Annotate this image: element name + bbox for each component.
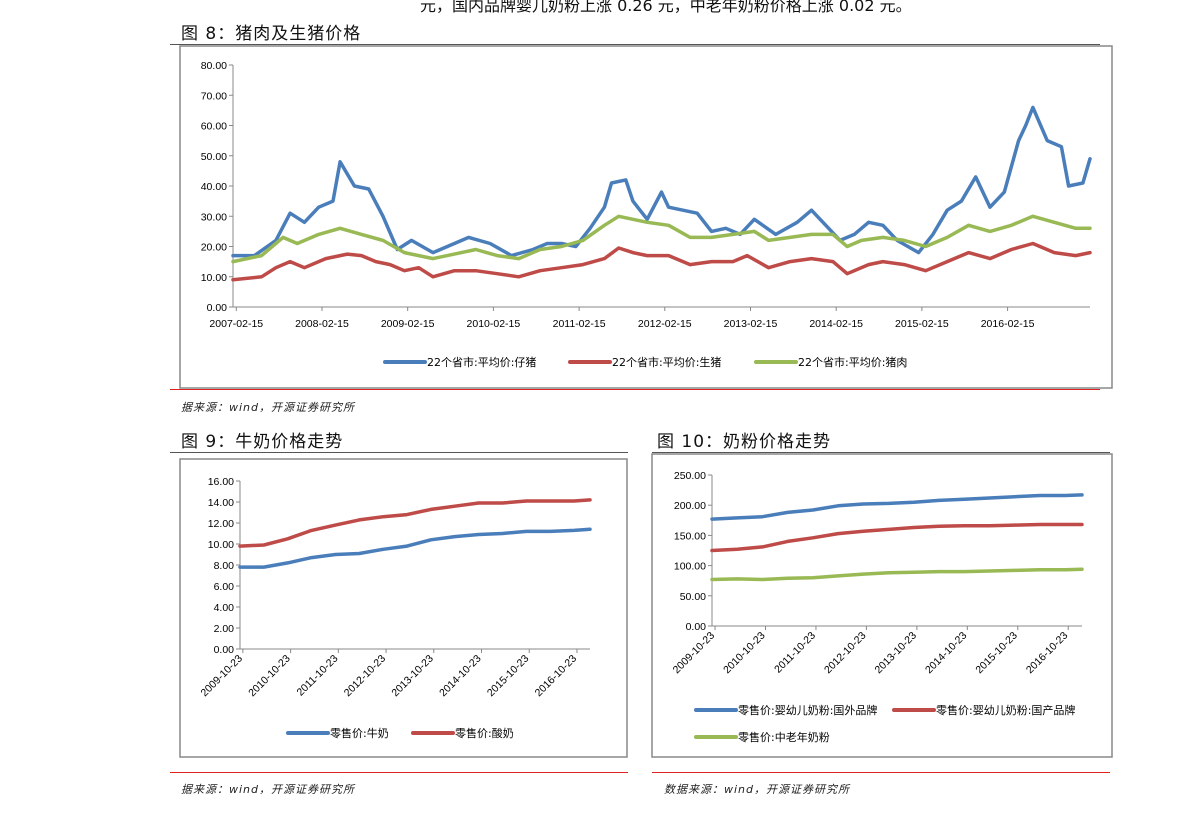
y-tick-label: 0.00 xyxy=(214,644,235,656)
y-tick-label: 14.00 xyxy=(208,497,234,509)
series-line-2 xyxy=(231,241,1092,282)
divider xyxy=(170,772,628,773)
x-tick-label: 2009-02-15 xyxy=(381,318,435,330)
divider xyxy=(170,452,628,453)
legend-label: 零售价:牛奶 xyxy=(330,726,389,740)
legend-label: 零售价:婴幼儿奶粉:国外品牌 xyxy=(738,703,877,717)
figure-8-source: 据来源：wind，开源证券研究所 xyxy=(181,401,356,414)
y-tick-label: 0.00 xyxy=(207,302,228,314)
series-line-1 xyxy=(238,527,592,569)
y-tick-label: 16.00 xyxy=(208,476,234,488)
legend-label: 零售价:中老年奶粉 xyxy=(738,730,830,744)
legend-label: 22个省市:平均价:生猪 xyxy=(612,355,721,369)
divider xyxy=(170,389,1100,390)
y-tick-label: 100.00 xyxy=(674,561,706,573)
y-tick-label: 10.00 xyxy=(201,272,227,284)
y-tick-label: 50.00 xyxy=(201,151,227,163)
divider xyxy=(652,452,1110,453)
y-tick-label: 30.00 xyxy=(201,211,227,223)
x-tick-label: 2016-02-15 xyxy=(981,318,1035,330)
series-line-3 xyxy=(710,567,1084,582)
chart-frame xyxy=(179,458,628,758)
y-tick-label: 20.00 xyxy=(201,242,227,254)
legend-label: 零售价:酸奶 xyxy=(455,726,514,740)
series-line-3 xyxy=(231,214,1092,264)
x-tick-label: 2008-02-15 xyxy=(295,318,349,330)
series-line-1 xyxy=(710,493,1084,521)
legend-label: 22个省市:平均价:仔猪 xyxy=(427,355,536,369)
legend-label: 22个省市:平均价:猪肉 xyxy=(798,355,907,369)
series-line-1 xyxy=(231,105,1092,258)
x-tick-label: 2013-02-15 xyxy=(724,318,778,330)
x-tick-label: 2015-02-15 xyxy=(895,318,949,330)
x-tick-label: 2007-02-15 xyxy=(209,318,263,330)
x-tick-label: 2011-02-15 xyxy=(553,318,606,330)
y-tick-label: 80.00 xyxy=(201,60,227,72)
series-line-2 xyxy=(710,522,1084,553)
figure-10-title: 图 10：奶粉价格走势 xyxy=(657,432,832,452)
x-tick-label: 2012-02-15 xyxy=(638,318,692,330)
figure-9-source: 据来源：wind，开源证券研究所 xyxy=(181,783,356,796)
y-tick-label: 250.00 xyxy=(674,470,706,482)
figure-8-title: 图 8：猪肉及生猪价格 xyxy=(181,24,362,44)
chart-3: 0.0050.00100.00150.00200.00250.002009-10… xyxy=(651,453,1113,758)
y-tick-label: 12.00 xyxy=(208,518,234,530)
y-tick-label: 8.00 xyxy=(214,560,235,572)
y-tick-label: 60.00 xyxy=(201,121,227,133)
y-tick-label: 150.00 xyxy=(674,530,706,542)
divider xyxy=(170,44,1100,45)
y-tick-label: 40.00 xyxy=(201,181,227,193)
y-tick-label: 4.00 xyxy=(214,602,235,614)
y-tick-label: 0.00 xyxy=(686,621,707,633)
series-line-2 xyxy=(238,498,592,548)
figure-9-title: 图 9：牛奶价格走势 xyxy=(181,432,344,452)
y-tick-label: 10.00 xyxy=(208,539,234,551)
divider xyxy=(652,772,1110,773)
y-tick-label: 200.00 xyxy=(674,500,706,512)
chart-2: 0.00 2.00 4.00 6.00 8.00 10.00 12.00 14.00 16.00… xyxy=(179,458,628,758)
legend-label: 零售价:婴幼儿奶粉:国产品牌 xyxy=(936,703,1075,717)
chart-1: 0.00 10.00 20.00 30.00 40.00 50.00 60.00 70.00 8… xyxy=(179,45,1113,389)
body-text-fragment: 元，国内品牌婴儿奶粉上涨 0.26 元，中老年奶粉价格上涨 0.02 元。 xyxy=(420,0,912,15)
x-tick-label: 2014-02-15 xyxy=(809,318,863,330)
figure-10-source: 数据来源：wind，开源证券研究所 xyxy=(664,783,851,796)
y-tick-label: 50.00 xyxy=(680,591,706,603)
x-tick-label: 2010-02-15 xyxy=(467,318,521,330)
y-tick-label: 70.00 xyxy=(201,90,227,102)
y-tick-label: 2.00 xyxy=(214,623,235,635)
y-tick-label: 6.00 xyxy=(214,581,235,593)
